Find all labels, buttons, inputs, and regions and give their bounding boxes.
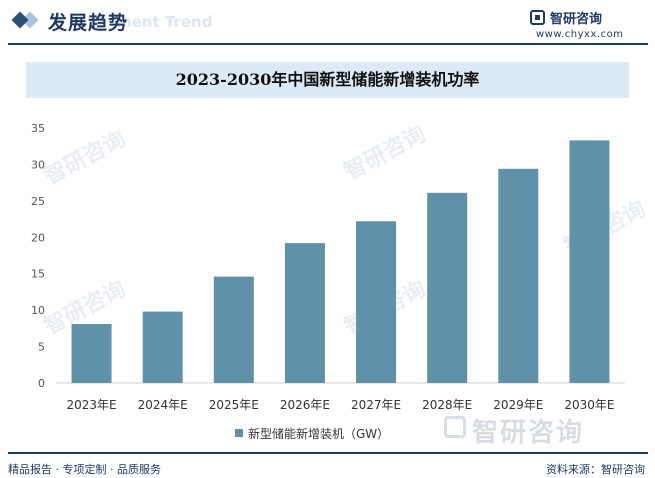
footer: 精品报告 · 专项定制 · 品质服务 资料来源：智研咨询: [0, 452, 655, 478]
y-tick-label: 10: [31, 304, 45, 317]
bar-2: [213, 276, 254, 383]
bar-1: [142, 311, 183, 383]
legend-swatch: [235, 429, 243, 437]
header-divider: [8, 43, 648, 45]
bar-4: [356, 221, 397, 383]
brand-logo: 智研咨询 www.chyxx.com: [530, 8, 640, 44]
x-tick-label: 2029年E: [493, 398, 543, 412]
section-title: 发展趋势: [48, 12, 129, 34]
y-tick-label: 20: [31, 231, 45, 244]
y-tick-label: 35: [31, 122, 45, 135]
y-tick-label: 25: [31, 195, 45, 208]
bar-3: [284, 243, 325, 383]
legend-label: 新型储能新增装机（GW）: [248, 427, 390, 441]
logo-url: www.chyxx.com: [536, 29, 624, 40]
x-tick-label: 2023年E: [67, 398, 117, 412]
watermark-logo-icon: [444, 416, 466, 438]
footer-slogan: 精品报告 · 专项定制 · 品质服务: [8, 463, 161, 476]
bar-6: [498, 168, 539, 383]
bar-5: [427, 192, 468, 383]
footer-source: 资料来源：智研咨询: [546, 463, 645, 476]
header: ment Trend 发展趋势 智研咨询 www.chyxx.com: [0, 0, 655, 48]
x-tick-label: 2026年E: [280, 398, 330, 412]
chart-title: 2023-2030年中国新型储能新增装机功率: [175, 70, 480, 89]
section-subtitle: ment Trend: [116, 13, 213, 31]
x-tick-label: 2027年E: [351, 398, 401, 412]
bar-7: [569, 140, 610, 383]
footer-divider: [8, 452, 648, 454]
x-tick-label: 2024年E: [138, 398, 188, 412]
bar-0: [71, 323, 112, 383]
y-tick-label: 15: [31, 268, 45, 281]
y-tick-label: 30: [31, 158, 45, 171]
logo-mark-icon: [530, 10, 545, 25]
x-tick-label: 2025年E: [209, 398, 259, 412]
x-tick-label: 2030年E: [564, 398, 614, 412]
y-tick-label: 0: [38, 377, 45, 390]
logo-name: 智研咨询: [550, 12, 603, 27]
watermark-brand: 智研咨询: [472, 418, 585, 448]
chart-title-band: 2023-2030年中国新型储能新增装机功率: [26, 62, 629, 98]
x-tick-label: 2028年E: [422, 398, 472, 412]
y-tick-label: 5: [38, 341, 45, 354]
